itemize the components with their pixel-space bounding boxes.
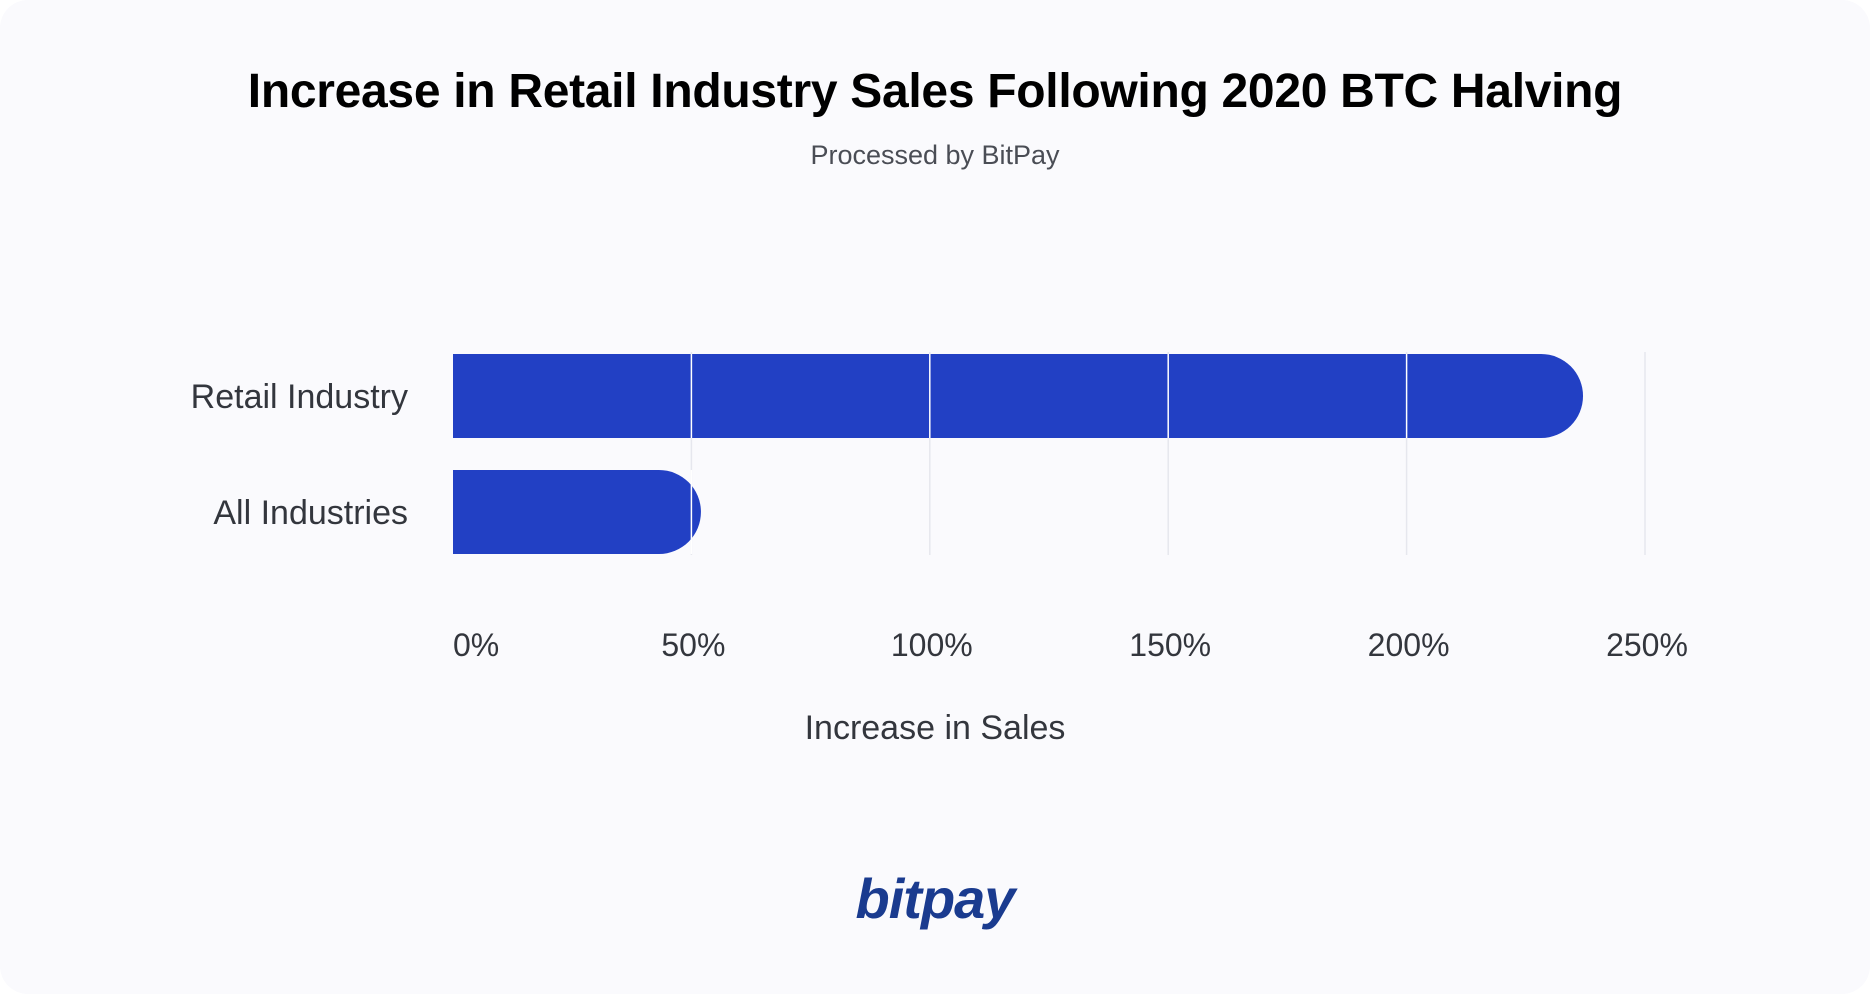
x-tick-label: 250% [1606,627,1688,663]
category-label: All Industries [213,494,408,532]
x-tick-labels: 0% 50% 100% 150% 200% 250% [453,627,1688,663]
chart-subtitle: Processed by BitPay [810,140,1060,170]
bitpay-logo: bitpay [855,867,1016,930]
x-tick-label: 150% [1129,627,1211,663]
bar-grid-overlay [690,354,1408,554]
bar [453,354,1584,438]
bars [453,354,1584,554]
x-tick-label: 50% [661,627,725,663]
bar [453,470,701,554]
x-axis-label: Increase in Sales [805,709,1066,747]
x-tick-label: 100% [891,627,973,663]
x-tick-label: 200% [1368,627,1450,663]
chart-title: Increase in Retail Industry Sales Follow… [247,65,1623,118]
category-label: Retail Industry [191,378,408,416]
category-labels: Retail Industry All Industries [191,378,408,532]
x-tick-label: 0% [453,627,499,663]
